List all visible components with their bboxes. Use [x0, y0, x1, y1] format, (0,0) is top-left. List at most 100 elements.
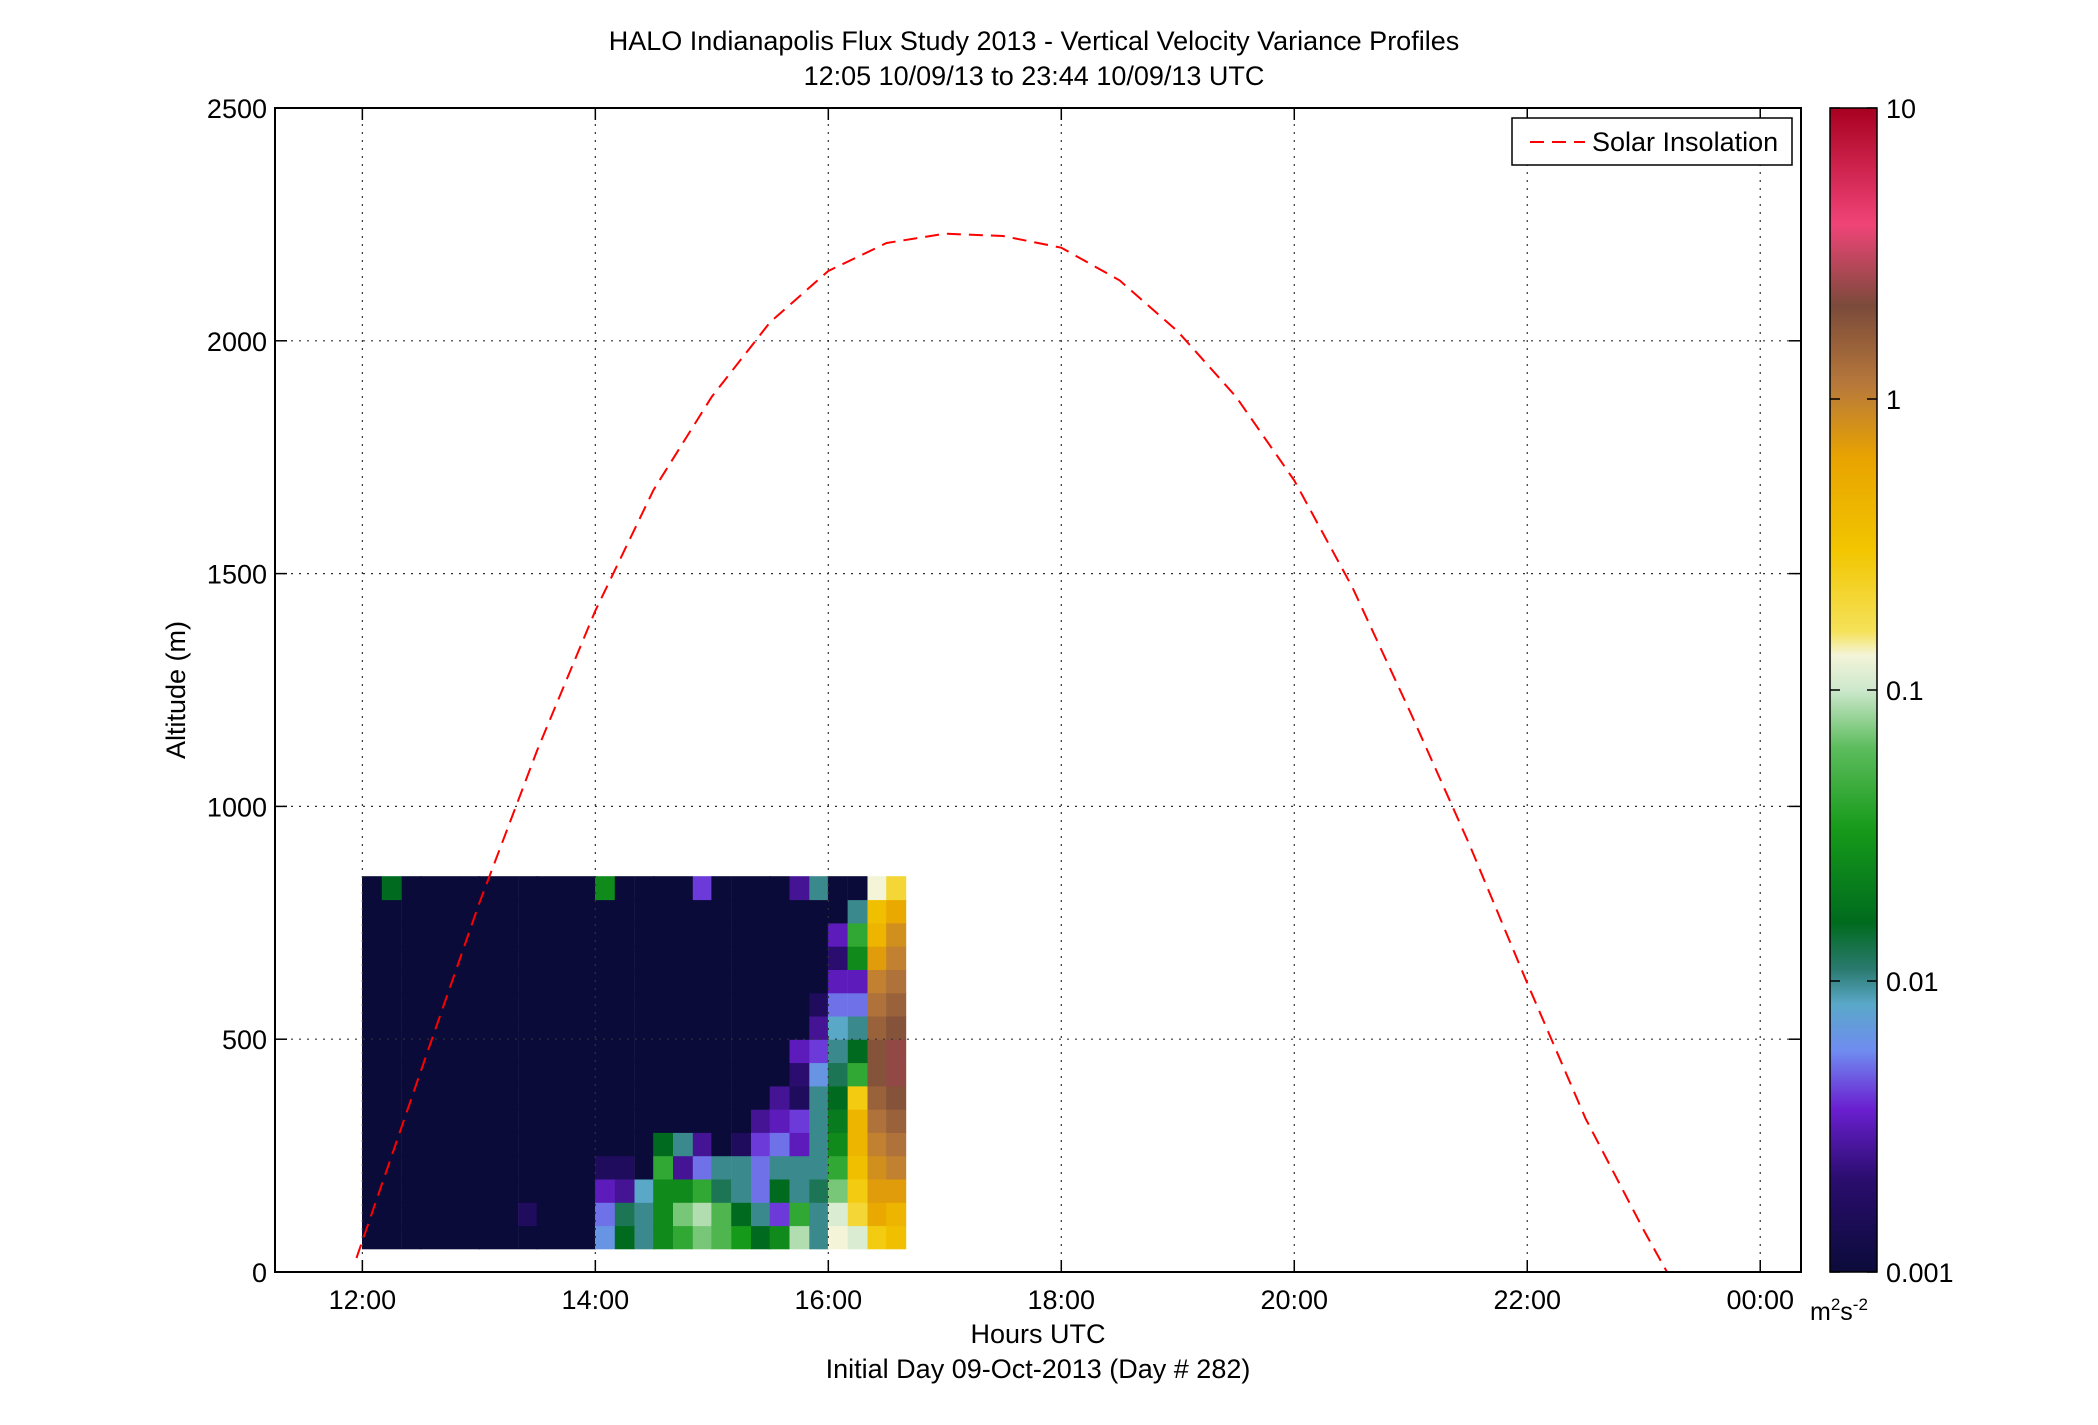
heatmap-cell [459, 1202, 480, 1227]
heatmap-cell [362, 1062, 382, 1087]
heatmap-cell [711, 946, 732, 970]
heatmap-cell [478, 1109, 499, 1133]
heatmap-cell [653, 946, 674, 970]
heatmap-cell [595, 876, 615, 901]
heatmap-cell [536, 1202, 557, 1227]
heatmap-cell [867, 876, 888, 901]
heatmap-cell [518, 899, 539, 924]
colorbar-unit-label: m2s-2 [1810, 1295, 1868, 1326]
heatmap-cell [692, 992, 713, 1017]
heatmap-cell [692, 1015, 713, 1040]
heatmap-cell [673, 1015, 693, 1040]
heatmap-cell [886, 1085, 907, 1110]
heatmap-cell [789, 969, 810, 994]
heatmap-cell [867, 969, 888, 994]
heatmap-cell [653, 1155, 674, 1180]
heatmap-cell [673, 899, 693, 924]
heatmap-cell [769, 1062, 790, 1087]
heatmap-cell [556, 1132, 577, 1157]
chart-subtitle: 12:05 10/09/13 to 23:44 10/09/13 UTC [804, 61, 1265, 91]
heatmap-cell [498, 1225, 519, 1250]
heatmap-cell [827, 1062, 848, 1087]
heatmap-cell [692, 1039, 713, 1064]
x-tick-label: 20:00 [1260, 1285, 1328, 1315]
heatmap-cell [827, 1015, 848, 1040]
heatmap-cell [536, 1085, 557, 1110]
heatmap-cell [536, 946, 557, 970]
heatmap-cell [381, 992, 402, 1017]
heatmap-cell [614, 899, 635, 924]
heatmap-cell [751, 946, 771, 970]
heatmap-cell [459, 1062, 480, 1087]
heatmap-cell [518, 1178, 539, 1203]
heatmap-cell [420, 1178, 441, 1203]
heatmap-cell [381, 1062, 402, 1087]
heatmap-cell [847, 992, 868, 1017]
heatmap-cell [498, 992, 519, 1017]
x-tick-label: 12:00 [329, 1285, 397, 1315]
heatmap-cell [634, 1178, 655, 1203]
heatmap-cell [556, 1085, 577, 1110]
heatmap-cell [518, 1085, 539, 1110]
heatmap-cell [556, 1178, 577, 1203]
heatmap-cell [653, 922, 674, 947]
heatmap-cell [362, 899, 382, 924]
heatmap-cell [420, 922, 441, 947]
colorbar-unit-sup1: 2 [1831, 1295, 1840, 1314]
heatmap-cell [847, 876, 868, 901]
heatmap-cell [847, 1155, 868, 1180]
heatmap-cell [381, 1015, 402, 1040]
heatmap-cell [498, 1039, 519, 1064]
heatmap-cell [556, 992, 577, 1017]
heatmap-cell [751, 992, 771, 1017]
heatmap-cell [536, 992, 557, 1017]
heatmap-cell [498, 922, 519, 947]
heatmap-cell [634, 992, 655, 1017]
heatmap-cell [518, 1155, 539, 1180]
legend: Solar Insolation [1511, 117, 1793, 166]
heatmap-cell [827, 876, 848, 901]
heatmap-cell [614, 946, 635, 970]
heatmap-cell [789, 1155, 810, 1180]
heatmap-cell [595, 1085, 615, 1110]
heatmap-cell [614, 1178, 635, 1203]
heatmap-cell [595, 969, 615, 994]
heatmap-cell [440, 1085, 460, 1110]
heatmap-cell [692, 899, 713, 924]
heatmap-cell [692, 1202, 713, 1227]
heatmap-cell [614, 1039, 635, 1064]
heatmap-cell [867, 1132, 888, 1157]
heatmap-cell [595, 992, 615, 1017]
heatmap-cell [867, 1202, 888, 1227]
heatmap-cell [576, 922, 597, 947]
heatmap-cell [576, 1062, 597, 1087]
heatmap-cell [751, 1015, 771, 1040]
heatmap-cell [692, 922, 713, 947]
heatmap-cell [498, 946, 519, 970]
heatmap-cell [478, 1202, 499, 1227]
y-tick-label: 2500 [207, 94, 267, 124]
heatmap-cell [886, 1039, 907, 1064]
heatmap-cell [847, 922, 868, 947]
heatmap-cell [847, 1015, 868, 1040]
heatmap-cell [595, 1109, 615, 1133]
heatmap-cell [420, 1155, 441, 1180]
heatmap-cell [692, 1155, 713, 1180]
heatmap-cell [556, 1062, 577, 1087]
heatmap-cell [634, 1132, 655, 1157]
heatmap-cell [420, 899, 441, 924]
heatmap-cell [498, 899, 519, 924]
heatmap-cell [867, 899, 888, 924]
heatmap-cell [381, 1109, 402, 1133]
heatmap-cell [478, 946, 499, 970]
heatmap-cell [867, 946, 888, 970]
colorbar-tick-label: 1 [1886, 385, 1901, 415]
colorbar-tick-label: 0.01 [1886, 967, 1939, 997]
heatmap-cell [420, 946, 441, 970]
heatmap-cell [478, 969, 499, 994]
heatmap-cell [809, 946, 830, 970]
heatmap-cell [420, 969, 441, 994]
heatmap-cell [478, 1132, 499, 1157]
heatmap-cell [536, 1062, 557, 1087]
heatmap-cell [614, 876, 635, 901]
